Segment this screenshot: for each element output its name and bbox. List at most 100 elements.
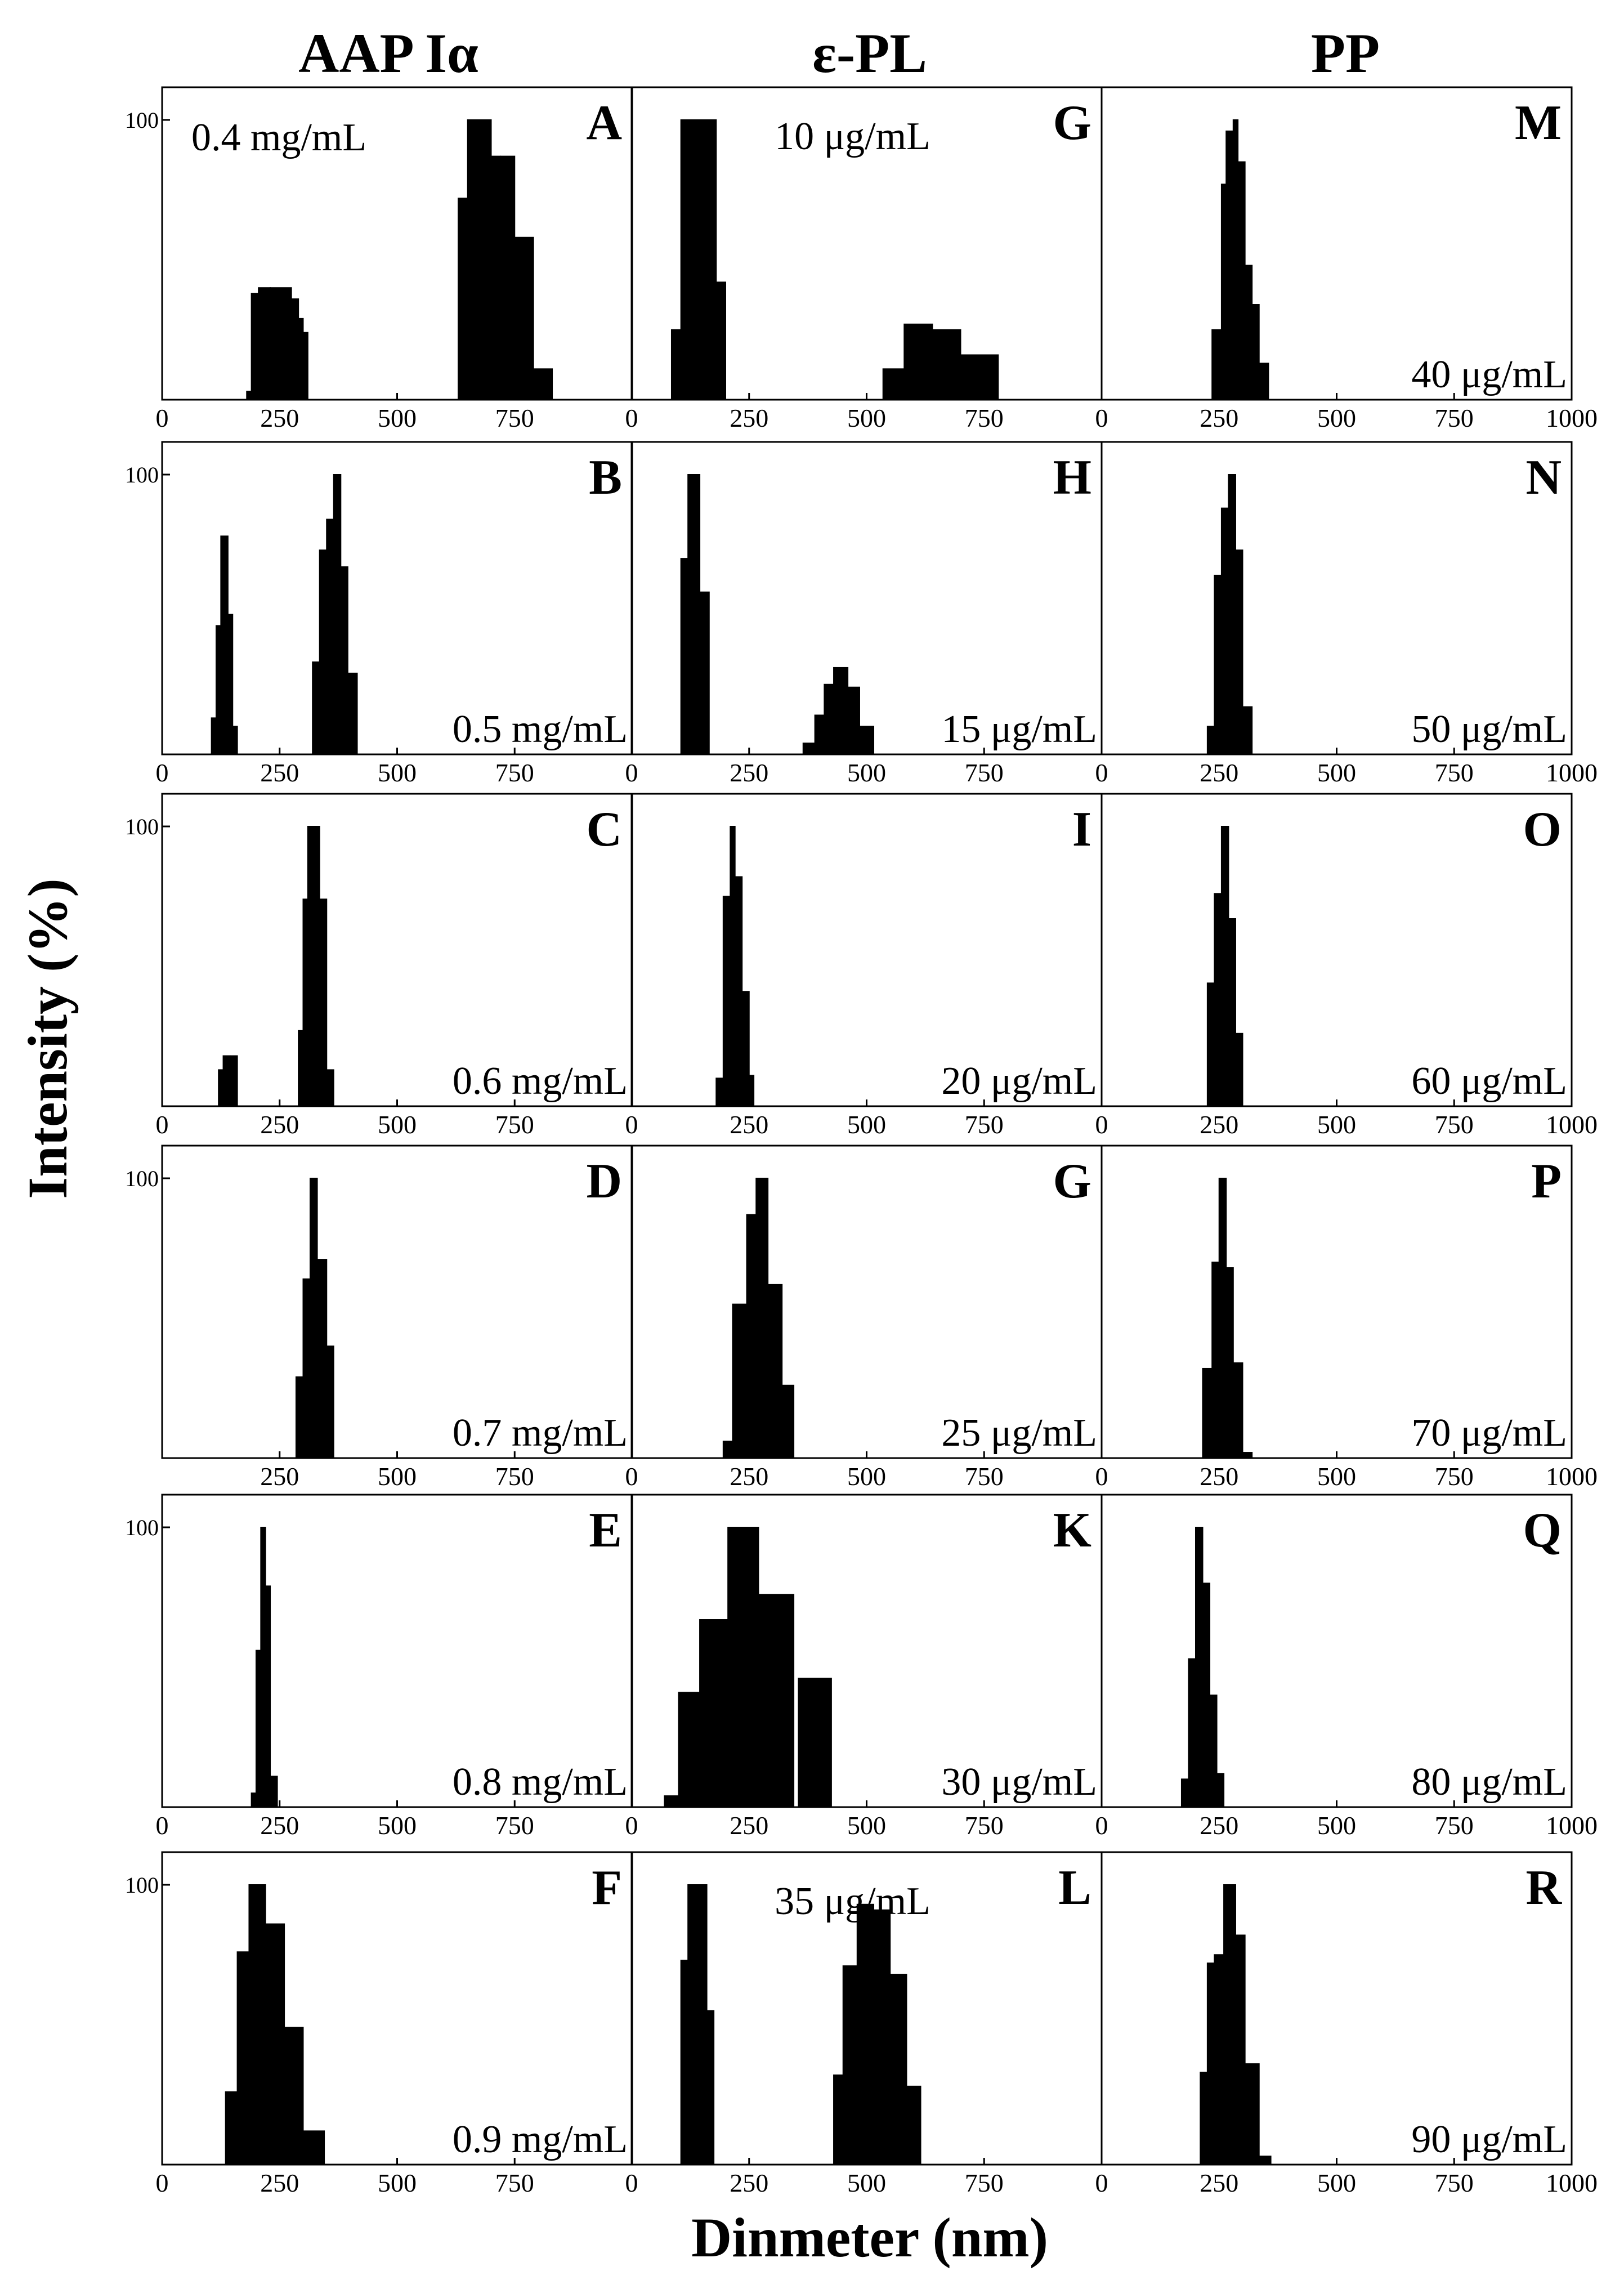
bar-p-0 [1202,1367,1213,1459]
x-tick-label: 500 [847,758,886,787]
x-tick-label: 500 [847,1811,886,1840]
bar-g-0 [722,1441,733,1459]
bar-n-2 [1220,507,1229,755]
bar-f-4 [284,2027,304,2165]
panel-a-0: 100 0 250 500 750 A 0.4 mg/mL [125,86,633,432]
x-tick-label: 750 [1435,1110,1474,1139]
y-tick-label: 100 [125,814,159,839]
bar-d-1 [302,1278,311,1459]
bar-e-3 [265,1585,271,1808]
concentration-label: 0.4 mg/mL [191,116,366,159]
bar-i-0 [715,1078,724,1107]
panel-letter: P [1531,1154,1562,1209]
panel-letter: I [1072,802,1091,857]
x-tick-label: 500 [847,404,886,432]
panel-g-9: 0 250 500 750 G 25 μg/mL [625,1145,1103,1491]
x-tick-label: 0 [625,1811,638,1840]
concentration-label: 30 μg/mL [941,1760,1097,1804]
x-tick-label: 250 [260,404,299,432]
concentration-label: 20 μg/mL [941,1059,1097,1103]
bar-a-7 [458,198,468,400]
x-tick-label: 750 [495,1811,534,1840]
bar-q-0 [1180,1778,1189,1808]
concentration-label: 0.9 mg/mL [453,2118,628,2161]
bar-d-0 [295,1376,304,1459]
bar-c-1 [222,1055,231,1107]
panel-o-14: 0 250 500 750 1000 O 60 μg/mL [1095,793,1598,1139]
bar-m-7 [1258,363,1269,401]
x-tick-label: 0 [625,404,638,432]
bar-r-3 [1223,1884,1236,2165]
bar-i-3 [734,876,743,1107]
x-tick-label: 750 [495,2169,534,2197]
panel-k-10: 0 250 500 750 K 30 μg/mL [625,1494,1103,1840]
panel-q-16: 0 250 500 750 1000 Q 80 μg/mL [1095,1494,1598,1840]
column-title-pp: PP [1311,22,1380,84]
bar-b-0 [211,717,217,755]
x-tick-label: 500 [1317,1462,1356,1491]
bar-a-10 [490,155,502,400]
bar-c-2 [230,1055,238,1107]
bar-k-2 [699,1619,729,1808]
bar-k-3 [727,1527,759,1808]
bar-q-3 [1202,1582,1211,1808]
bar-g-1 [680,119,717,400]
x-tick-label: 750 [1435,758,1474,787]
column-title-epl: ε-PL [812,22,927,84]
x-tick-label: 500 [378,758,417,787]
x-tick-label: 500 [1317,758,1356,787]
bar-l-2 [706,2010,715,2165]
x-tick-label: 0 [625,2169,638,2197]
bar-h-1 [687,474,701,755]
bar-b-3 [227,614,234,755]
panel-f-5: 100 0 250 500 750 F 0.9 mg/mL [125,1851,633,2197]
x-tick-label: 1000 [1546,2169,1598,2197]
bar-m-3 [1232,119,1239,400]
bar-h-5 [824,683,835,755]
bar-q-1 [1188,1658,1197,1808]
bar-g-5 [932,329,961,400]
x-tick-label: 750 [495,1462,534,1491]
y-axis-title: Intensity (%) [16,878,79,1199]
x-tick-label: 0 [156,758,169,787]
x-tick-label: 750 [965,404,1004,432]
panel-letter: G [1053,96,1091,150]
bar-l-5 [856,1903,875,2166]
bar-r-2 [1214,1954,1225,2165]
x-tick-label: 1000 [1546,1110,1598,1139]
bar-l-3 [833,2074,844,2165]
x-tick-label: 500 [847,1462,886,1491]
panel-p-15: 0 250 500 750 1000 P 70 μg/mL [1095,1145,1598,1491]
bar-m-6 [1251,304,1260,401]
x-tick-label: 500 [378,1811,417,1840]
x-tick-label: 0 [156,1811,169,1840]
x-tick-label: 250 [1200,1110,1238,1139]
bar-g-4 [767,1284,783,1459]
bar-c-5 [307,826,320,1107]
bar-g-5 [781,1384,795,1459]
x-tick-label: 1000 [1546,404,1598,432]
bar-p-1 [1211,1262,1220,1459]
bar-m-4 [1237,161,1246,400]
panel-letter: K [1053,1503,1091,1558]
x-tick-label: 750 [495,758,534,787]
x-tick-label: 750 [1435,1811,1474,1840]
x-tick-label: 750 [1435,1462,1474,1491]
bar-c-0 [218,1069,224,1107]
bar-a-13 [533,368,553,401]
x-tick-label: 0 [625,1110,638,1139]
bar-a-4 [290,298,299,401]
panel-e-4: 100 0 250 500 750 E 0.8 mg/mL [125,1494,633,1840]
bar-o-4 [1234,1032,1243,1107]
concentration-label: 90 μg/mL [1411,2118,1567,2161]
bar-l-4 [842,1965,858,2165]
bar-n-5 [1242,706,1253,755]
x-tick-label: 0 [156,404,169,432]
bar-q-5 [1216,1773,1225,1808]
panel-letter: M [1515,96,1562,150]
x-tick-label: 250 [260,2169,299,2197]
bar-p-4 [1232,1362,1243,1459]
bar-l-8 [906,2085,921,2166]
bar-c-7 [326,1069,334,1107]
